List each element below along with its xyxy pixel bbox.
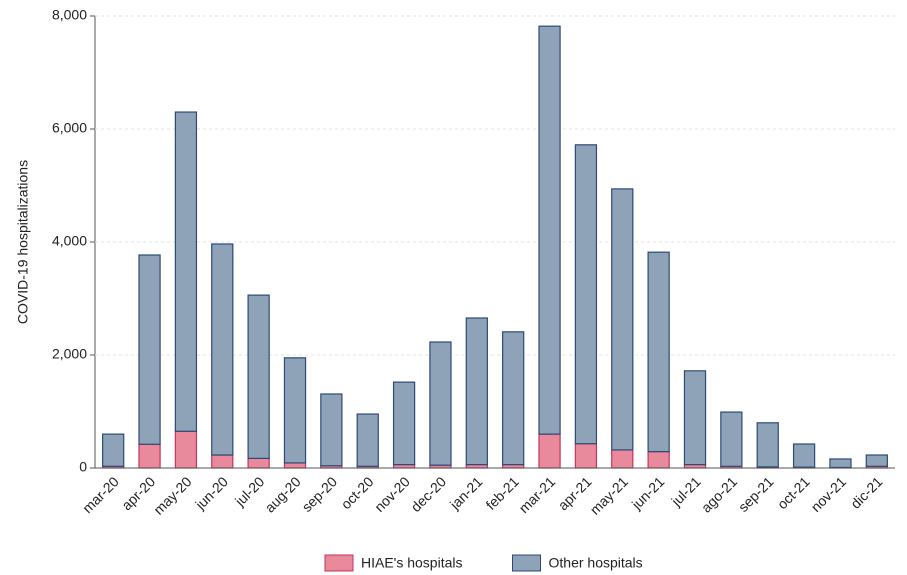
bar-segment [174,111,198,432]
bar-segment [465,317,488,466]
bar-segment [611,449,634,469]
y-tick-label: 8,000 [52,7,87,23]
x-tick-label: nov-21 [808,473,850,515]
bar-segment [792,443,816,468]
bar-segment [429,341,452,466]
x-tick-label: ago-21 [698,473,740,515]
x-tick-label: sep-21 [735,473,777,515]
x-tick-label: jan-21 [446,473,486,513]
x-tick-label: sep-20 [299,473,341,515]
bar-segment [683,370,707,466]
legend-label: Other hospitals [549,555,643,571]
legend-label: HIAE's hospitals [361,555,463,571]
bar-segment [102,433,125,467]
y-tick-label: 0 [79,459,87,475]
y-tick-label: 6,000 [52,120,87,136]
legend-swatch [512,554,541,572]
x-tick-label: feb-21 [483,473,523,513]
y-tick-label: 2,000 [52,346,87,362]
x-tick-label: nov-20 [371,473,413,515]
bar-segment [392,381,416,466]
bar-segment [283,462,307,469]
bar-segment [247,294,270,459]
bar-segment [538,25,561,435]
x-tick-label: oct-21 [774,473,813,512]
x-tick-label: aug-20 [262,473,304,515]
x-tick-label: mar-21 [516,473,559,516]
bar-segment [138,254,161,445]
bar-segment [538,433,561,469]
x-tick-label: may-20 [150,473,194,517]
bar-segment [174,430,198,469]
bar-segment [574,443,598,469]
y-tick-label: 4,000 [52,233,87,249]
x-tick-label: may-21 [587,473,631,517]
x-tick-label: jun-20 [191,473,231,513]
bar-segment [356,413,379,467]
bar-segment [320,393,343,467]
bar-segment [502,331,525,466]
bar-segment [829,458,852,469]
x-tick-label: dec-20 [408,473,450,515]
legend-swatch [324,554,354,572]
y-axis-label: COVID-19 hospitalizations [15,160,31,324]
x-tick-label: mar-20 [79,473,122,516]
x-tick-label: oct-20 [338,473,377,512]
bar-segment [211,243,234,456]
bar-segment [138,443,161,469]
bar-segment [574,144,598,445]
x-tick-label: dic-21 [847,473,885,511]
bar-segment [720,411,743,467]
x-tick-label: jun-21 [628,473,668,513]
bar-segment [647,251,670,453]
bar-segment [283,357,307,464]
bar-segment [647,451,670,469]
bar-segment [211,454,234,469]
bar-segment [247,457,270,469]
bar-segment [611,188,634,451]
bar-segment [756,422,779,468]
bar-segment [865,454,888,467]
